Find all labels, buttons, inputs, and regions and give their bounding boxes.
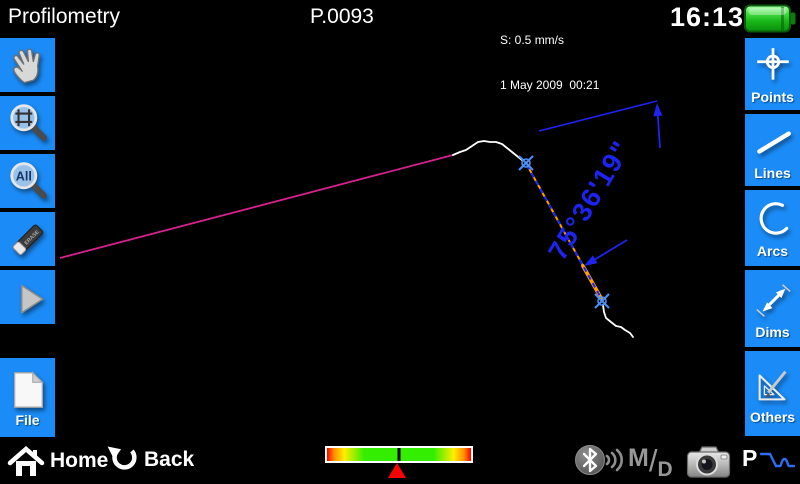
zoom-all-icon: All bbox=[9, 162, 47, 199]
play-icon bbox=[20, 284, 43, 314]
mode-indicator-m: M bbox=[628, 444, 649, 472]
profile-mode-indicator: P bbox=[742, 445, 758, 471]
battery-icon bbox=[744, 3, 796, 39]
point-crosshair-icon bbox=[756, 48, 789, 80]
arcs-button-label: Arcs bbox=[756, 243, 789, 259]
angle-measurement-label: 75°36'19" bbox=[542, 135, 637, 265]
datetime-readout: 1 May 2009 00:21 bbox=[500, 78, 600, 92]
lines-button-label: Lines bbox=[754, 165, 791, 181]
bluetooth-icon bbox=[574, 442, 624, 483]
arcs-button[interactable]: Arcs bbox=[745, 190, 800, 266]
file-icon bbox=[13, 370, 44, 408]
others-button-label: Others bbox=[749, 408, 796, 425]
level-meter bbox=[325, 446, 473, 463]
camera-icon bbox=[686, 446, 731, 478]
level-meter-center-tick bbox=[397, 448, 401, 461]
dims-button-label: Dims bbox=[755, 323, 790, 340]
arc-icon bbox=[759, 202, 788, 235]
points-button[interactable]: Points bbox=[745, 38, 800, 110]
top-status-bar: Profilometry P.0093 S: 0.5 mm/s 1 May 20… bbox=[0, 0, 800, 92]
level-meter-needle bbox=[388, 463, 406, 478]
points-button-label: Points bbox=[751, 89, 794, 105]
hand-icon bbox=[12, 48, 40, 84]
mode-indicator-d: D bbox=[657, 458, 673, 481]
mode-indicator-slash: / bbox=[648, 443, 658, 478]
lines-button[interactable]: Lines bbox=[745, 114, 800, 186]
zoom-region-button[interactable] bbox=[0, 96, 55, 150]
others-button[interactable]: Others bbox=[745, 351, 800, 436]
camera-button[interactable] bbox=[686, 441, 732, 484]
mode-indicator: M/D bbox=[628, 443, 673, 482]
erase-button[interactable]: ERASE bbox=[0, 212, 55, 266]
bottom-status-bar: Home Back M/D bbox=[0, 440, 800, 483]
program-id: P.0093 bbox=[310, 5, 374, 28]
line-icon bbox=[756, 131, 791, 154]
dims-button[interactable]: Dims bbox=[745, 270, 800, 347]
back-button-label: Back bbox=[144, 448, 195, 471]
eraser-icon: ERASE bbox=[12, 224, 43, 255]
speed-datetime-block: S: 0.5 mm/s 1 May 2009 00:21 bbox=[500, 3, 599, 123]
speed-readout: S: 0.5 mm/s bbox=[500, 33, 565, 47]
zoom-all-button[interactable]: All bbox=[0, 154, 55, 208]
page-title: Profilometry bbox=[8, 5, 121, 28]
set-square-icon bbox=[758, 370, 787, 400]
run-button[interactable] bbox=[0, 270, 55, 324]
profile-waveform-icon bbox=[759, 450, 796, 477]
file-button[interactable]: File bbox=[0, 358, 55, 437]
file-button-label: File bbox=[15, 411, 40, 428]
home-button-label: Home bbox=[50, 449, 109, 472]
back-arrow-icon bbox=[107, 446, 137, 470]
zoom-region-icon bbox=[9, 104, 47, 141]
clock-readout: 16:13 bbox=[670, 2, 745, 32]
home-icon bbox=[7, 446, 45, 476]
dimension-arrow-icon bbox=[755, 283, 791, 317]
zoom-all-icon-text: All bbox=[15, 169, 31, 183]
home-button[interactable]: Home bbox=[6, 442, 108, 480]
pan-button[interactable] bbox=[0, 38, 55, 92]
back-button[interactable]: Back bbox=[104, 442, 194, 478]
